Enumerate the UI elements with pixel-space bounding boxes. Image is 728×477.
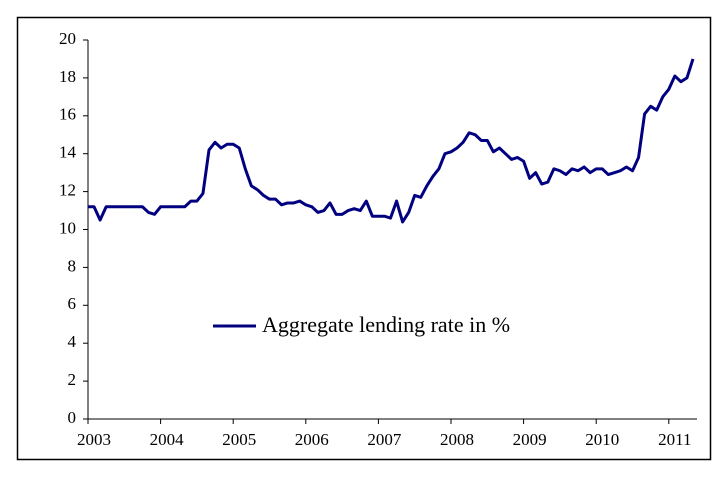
legend-label: Aggregate lending rate in % <box>262 312 510 337</box>
x-tick-label: 2007 <box>367 430 402 449</box>
x-tick-label: 2009 <box>513 430 547 449</box>
x-tick-label: 2010 <box>585 430 619 449</box>
x-tick-label: 2008 <box>440 430 474 449</box>
y-tick-label: 2 <box>68 370 77 389</box>
y-tick-label: 14 <box>59 143 77 162</box>
chart-border <box>16 16 712 461</box>
y-tick-label: 6 <box>68 294 77 313</box>
x-tick-label: 2004 <box>150 430 185 449</box>
y-tick-label: 16 <box>59 105 76 124</box>
x-tick-label: 2006 <box>295 430 329 449</box>
x-tick-label: 2003 <box>77 430 111 449</box>
y-tick-label: 18 <box>59 67 76 86</box>
y-tick-label: 20 <box>59 29 76 48</box>
y-tick-label: 12 <box>59 181 76 200</box>
data-line <box>88 58 695 224</box>
x-tick-label: 2011 <box>658 430 691 449</box>
y-tick-label: 0 <box>68 408 77 427</box>
y-tick-label: 10 <box>59 218 76 237</box>
y-tick-label: 4 <box>68 332 77 351</box>
y-tick-label: 8 <box>68 256 77 275</box>
x-tick-label: 2005 <box>222 430 256 449</box>
